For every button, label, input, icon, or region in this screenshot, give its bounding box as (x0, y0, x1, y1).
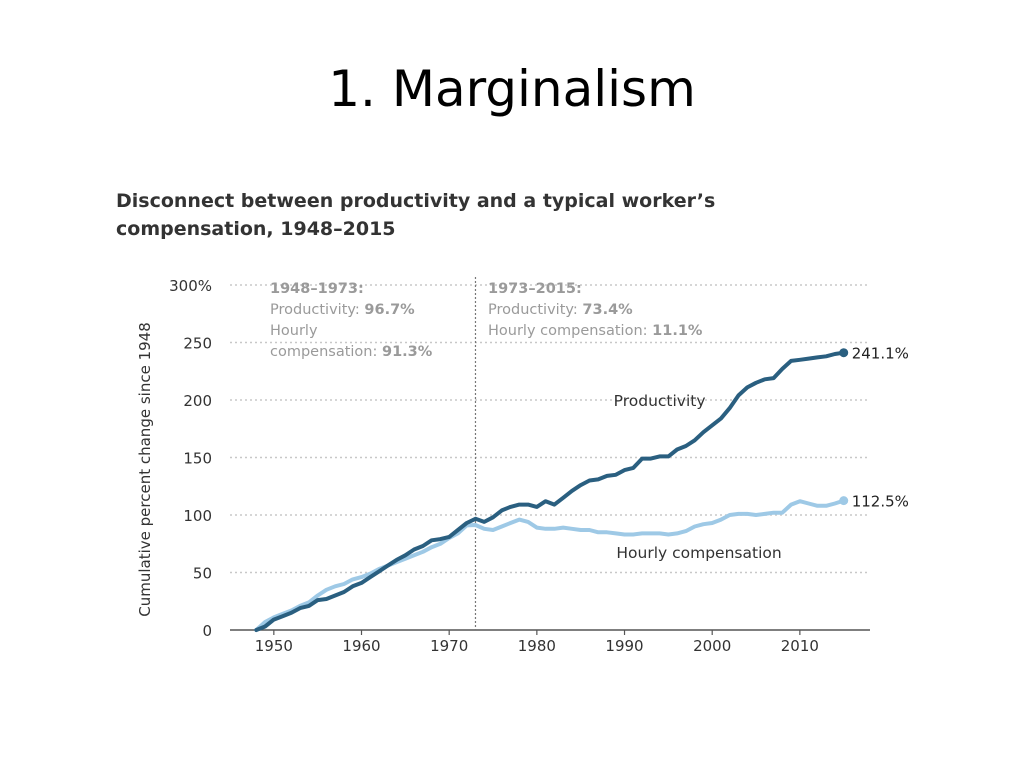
productivity-line (254, 350, 846, 632)
productivity-end-point (839, 348, 849, 358)
x-tick-label: 1990 (605, 637, 643, 655)
compensation-end-label: 112.5% (852, 493, 909, 511)
chart-title-line-2: compensation, 1948–2015 (116, 218, 396, 240)
annotation-text: 73.4% (582, 302, 633, 318)
compensation-series-label: Hourly compensation (616, 544, 781, 562)
x-tick-label: 1960 (342, 637, 380, 655)
x-tick-label: 2010 (781, 637, 819, 655)
annotation-text: 1973–2015: (488, 281, 582, 297)
annotation-text: Hourly (270, 323, 318, 339)
annotation-text: Hourly compensation: (488, 323, 652, 339)
annotation-line: compensation: 91.3% (270, 344, 433, 360)
slide-title: 1. Marginalism (328, 60, 696, 118)
annotation-text: 91.3% (382, 344, 433, 360)
x-tick-label: 1970 (430, 637, 468, 655)
annotation-text: 11.1% (652, 323, 703, 339)
productivity-series-label: Productivity (614, 392, 706, 410)
y-axis-label: Cumulative percent change since 1948 (136, 322, 154, 616)
y-tick-label: 0 (202, 622, 212, 640)
annotation-text: compensation: (270, 344, 382, 360)
chart-title-line-1: Disconnect between productivity and a ty… (116, 190, 716, 212)
y-tick-label: 50 (193, 565, 212, 583)
annotation-text: 1948–1973: (270, 281, 364, 297)
chart-title: Disconnect between productivity and a ty… (116, 187, 816, 243)
annotation-line: Hourly compensation: 11.1% (488, 323, 703, 339)
x-tick-label: 2000 (693, 637, 731, 655)
y-tick-label: 300% (169, 277, 212, 295)
annotation-line: Productivity: 73.4% (488, 302, 633, 318)
x-tick-label: 1950 (255, 637, 293, 655)
x-tick-label: 1980 (518, 637, 556, 655)
annotation-line: Hourly (270, 323, 318, 339)
y-tick-label: 150 (183, 450, 212, 468)
productivity-end-label: 241.1% (852, 345, 909, 363)
y-tick-label: 200 (183, 392, 212, 410)
y-tick-label: 100 (183, 507, 212, 525)
annotation-line: Productivity: 96.7% (270, 302, 415, 318)
annotation-line: 1948–1973: (270, 281, 364, 297)
annotation-line: 1973–2015: (488, 281, 582, 297)
compensation-line (254, 498, 846, 632)
annotation-text: Productivity: (270, 302, 364, 318)
annotation-text: 96.7% (364, 302, 415, 318)
annotation-text: Productivity: (488, 302, 582, 318)
y-tick-label: 250 (183, 335, 212, 353)
compensation-end-point (839, 496, 849, 506)
